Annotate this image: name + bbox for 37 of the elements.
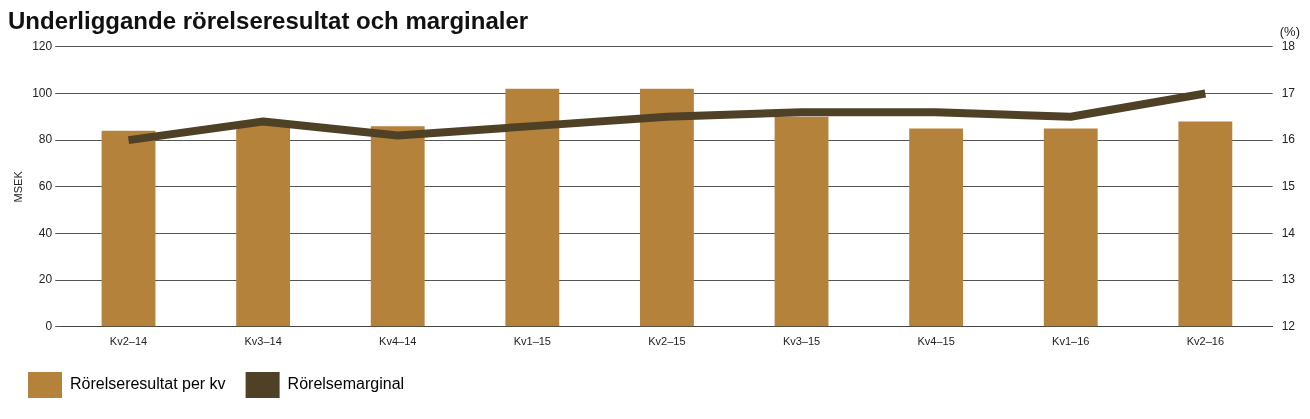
legend-label: Rörelseresultat per kv xyxy=(70,375,226,393)
bar xyxy=(640,88,694,327)
y2-axis-title: (%) xyxy=(1279,23,1300,39)
y-tick-label: 120 xyxy=(32,39,53,54)
bar xyxy=(1178,121,1233,327)
y2-tick-label: 13 xyxy=(1281,272,1296,287)
bar xyxy=(505,88,560,327)
chart-title: Underliggande rörelseresultat och marginaler xyxy=(8,7,529,35)
x-tick-label: Kv3–15 xyxy=(782,335,821,348)
x-tick-label: Kv4–15 xyxy=(917,335,955,348)
y-tick-label: 20 xyxy=(38,272,53,287)
y2-tick-label: 15 xyxy=(1281,179,1296,194)
bar xyxy=(101,130,156,327)
y2-tick-label: 17 xyxy=(1281,85,1296,100)
x-tick-label: Kv1–16 xyxy=(1052,335,1090,348)
bar xyxy=(236,123,291,327)
x-tick-label: Kv4–14 xyxy=(379,335,417,348)
x-tick-label: Kv2–14 xyxy=(109,335,148,348)
bar xyxy=(370,126,425,327)
y2-tick-label: 12 xyxy=(1281,319,1296,334)
y-tick-label: 0 xyxy=(45,319,53,334)
y-tick-label: 40 xyxy=(38,225,53,240)
bar xyxy=(909,128,964,327)
y2-tick-label: 14 xyxy=(1281,225,1296,240)
y2-tick-label: 18 xyxy=(1281,39,1296,54)
y-tick-label: 60 xyxy=(38,179,53,194)
y-tick-label: 80 xyxy=(38,132,53,147)
y-axis-title: MSEK xyxy=(11,170,24,203)
legend-label: Rörelsemarginal xyxy=(287,375,405,393)
x-tick-label: Kv1–15 xyxy=(513,335,551,348)
x-tick-label: Kv2–16 xyxy=(1186,335,1225,348)
bar xyxy=(774,116,829,327)
x-tick-label: Kv3–14 xyxy=(244,335,282,348)
x-tick-label: Kv2–15 xyxy=(648,335,686,348)
y-tick-label: 100 xyxy=(32,85,53,100)
bar xyxy=(1043,128,1098,327)
y2-tick-label: 16 xyxy=(1281,132,1296,147)
